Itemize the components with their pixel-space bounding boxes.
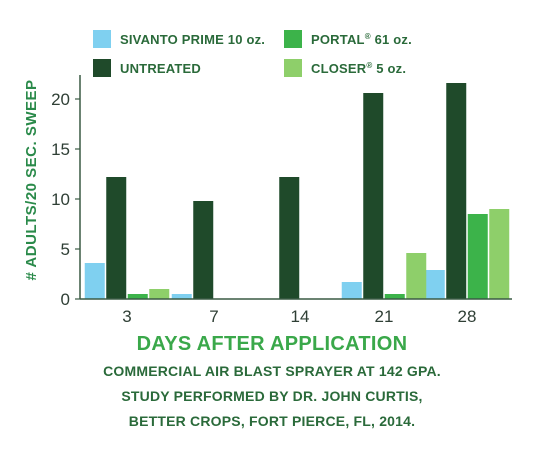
x-tick-label: 3: [122, 307, 131, 326]
bar-untreated-day-7: [193, 201, 214, 299]
caption-line: BETTER CROPS, FORT PIERCE, FL, 2014.: [129, 413, 415, 429]
legend-label: CLOSER® 5 oz.: [311, 61, 406, 76]
bar-sivanto-prime-10-oz-day-7: [171, 294, 192, 299]
legend-swatch: [93, 30, 111, 48]
bar-untreated-day-28: [446, 83, 467, 299]
y-tick-label: 5: [61, 240, 70, 259]
y-axis-label: # ADULTS/20 SEC. SWEEP: [23, 79, 40, 280]
y-tick-label: 15: [51, 140, 70, 159]
bar-portal-61-oz-day-21: [384, 294, 405, 299]
legend-swatch: [93, 59, 111, 77]
bar-closer-5-oz-day-3: [149, 289, 170, 299]
axes: 0 5 10 15 20 3 7 14 21 28: [51, 75, 512, 326]
bar-closer-5-oz-day-28: [489, 209, 510, 299]
bar-portal-61-oz-day-3: [127, 294, 148, 299]
bar-untreated-day-21: [363, 93, 384, 299]
x-tick-label: 7: [209, 307, 218, 326]
plot-area: [84, 83, 510, 299]
x-tick-label: 28: [458, 307, 477, 326]
legend-label: PORTAL® 61 oz.: [311, 32, 412, 47]
legend-label: UNTREATED: [120, 61, 201, 76]
bar-sivanto-prime-10-oz-day-28: [424, 270, 445, 299]
bar-sivanto-prime-10-oz-day-21: [341, 282, 362, 299]
legend-label: SIVANTO PRIME 10 oz.: [120, 32, 265, 47]
caption-line: STUDY PERFORMED BY DR. JOHN CURTIS,: [121, 388, 422, 404]
caption: COMMERCIAL AIR BLAST SPRAYER AT 142 GPA.…: [103, 363, 441, 429]
bar-sivanto-prime-10-oz-day-3: [84, 263, 105, 299]
caption-line: COMMERCIAL AIR BLAST SPRAYER AT 142 GPA.: [103, 363, 441, 379]
legend-swatch: [284, 30, 302, 48]
legend-swatch: [284, 59, 302, 77]
y-tick-label: 10: [51, 190, 70, 209]
x-tick-label: 21: [375, 307, 394, 326]
x-axis-label: DAYS AFTER APPLICATION: [137, 333, 408, 355]
bar-portal-61-oz-day-28: [467, 214, 488, 299]
x-tick-label: 14: [291, 307, 310, 326]
legend: SIVANTO PRIME 10 oz. PORTAL® 61 oz. UNTREA…: [93, 30, 412, 77]
bar-closer-5-oz-day-21: [406, 253, 427, 299]
y-tick-label: 20: [51, 90, 70, 109]
bar-untreated-day-14: [279, 177, 300, 299]
bar-untreated-day-3: [106, 177, 127, 299]
y-tick-label: 0: [61, 290, 70, 309]
